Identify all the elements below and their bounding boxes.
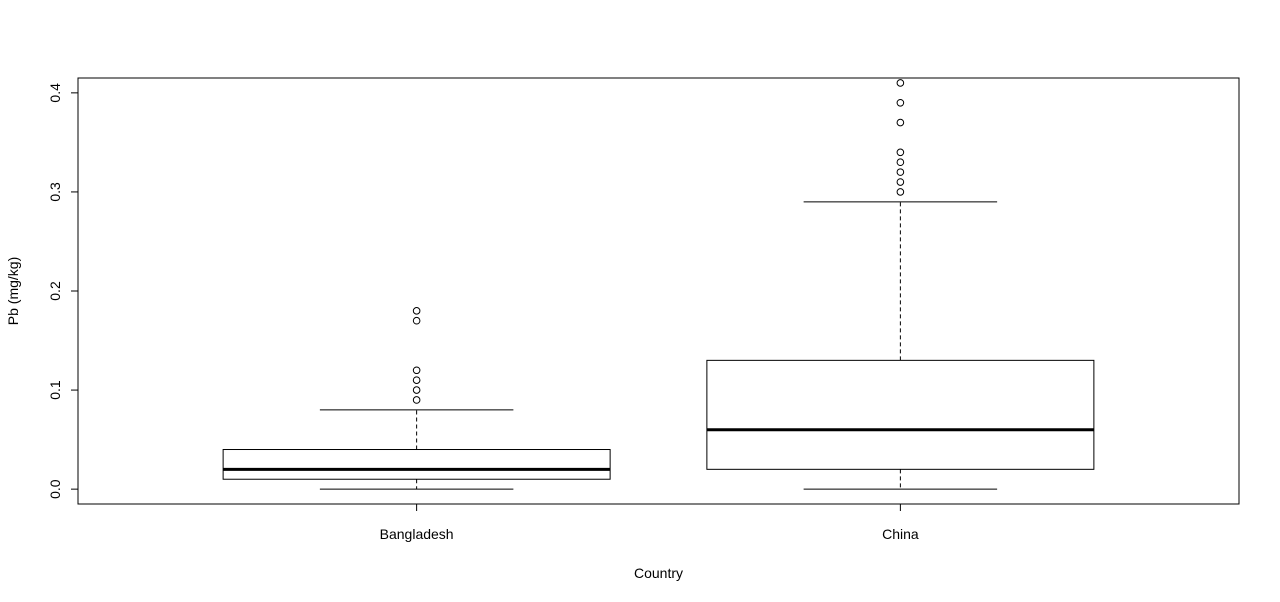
- outlier-point: [412, 366, 421, 375]
- y-tick-label: 0.1: [47, 380, 63, 400]
- boxes: [222, 79, 1095, 490]
- x-axis-label: Country: [634, 565, 683, 581]
- x-axis: Bangladesh China: [380, 504, 919, 542]
- outlier-point: [896, 118, 905, 127]
- outlier-point: [896, 98, 905, 107]
- outlier-point: [896, 168, 905, 176]
- x-tick-label: China: [882, 526, 919, 542]
- y-axis-label: Pb (mg/kg): [5, 257, 21, 325]
- x-tick-label: Bangladesh: [380, 526, 454, 542]
- outlier-point: [896, 188, 905, 196]
- y-tick-label: 0.3: [47, 182, 63, 202]
- outlier-point: [412, 396, 421, 404]
- box-bangladesh: [222, 307, 611, 490]
- y-tick-label: 0.0: [47, 479, 63, 499]
- outlier-point: [412, 307, 421, 315]
- y-tick-label: 0.4: [47, 83, 63, 103]
- outlier-point: [412, 316, 421, 325]
- y-axis: 0.0 0.1 0.2 0.3 0.4: [47, 83, 78, 499]
- outlier-point: [412, 386, 421, 394]
- outlier-point: [412, 376, 421, 384]
- y-tick-label: 0.2: [47, 281, 63, 301]
- box-china: [706, 79, 1095, 490]
- outlier-point: [896, 148, 905, 157]
- iqr-box: [706, 359, 1095, 470]
- outlier-point: [896, 158, 905, 167]
- outlier-point: [896, 79, 905, 87]
- iqr-box: [222, 449, 611, 480]
- outlier-point: [896, 178, 905, 186]
